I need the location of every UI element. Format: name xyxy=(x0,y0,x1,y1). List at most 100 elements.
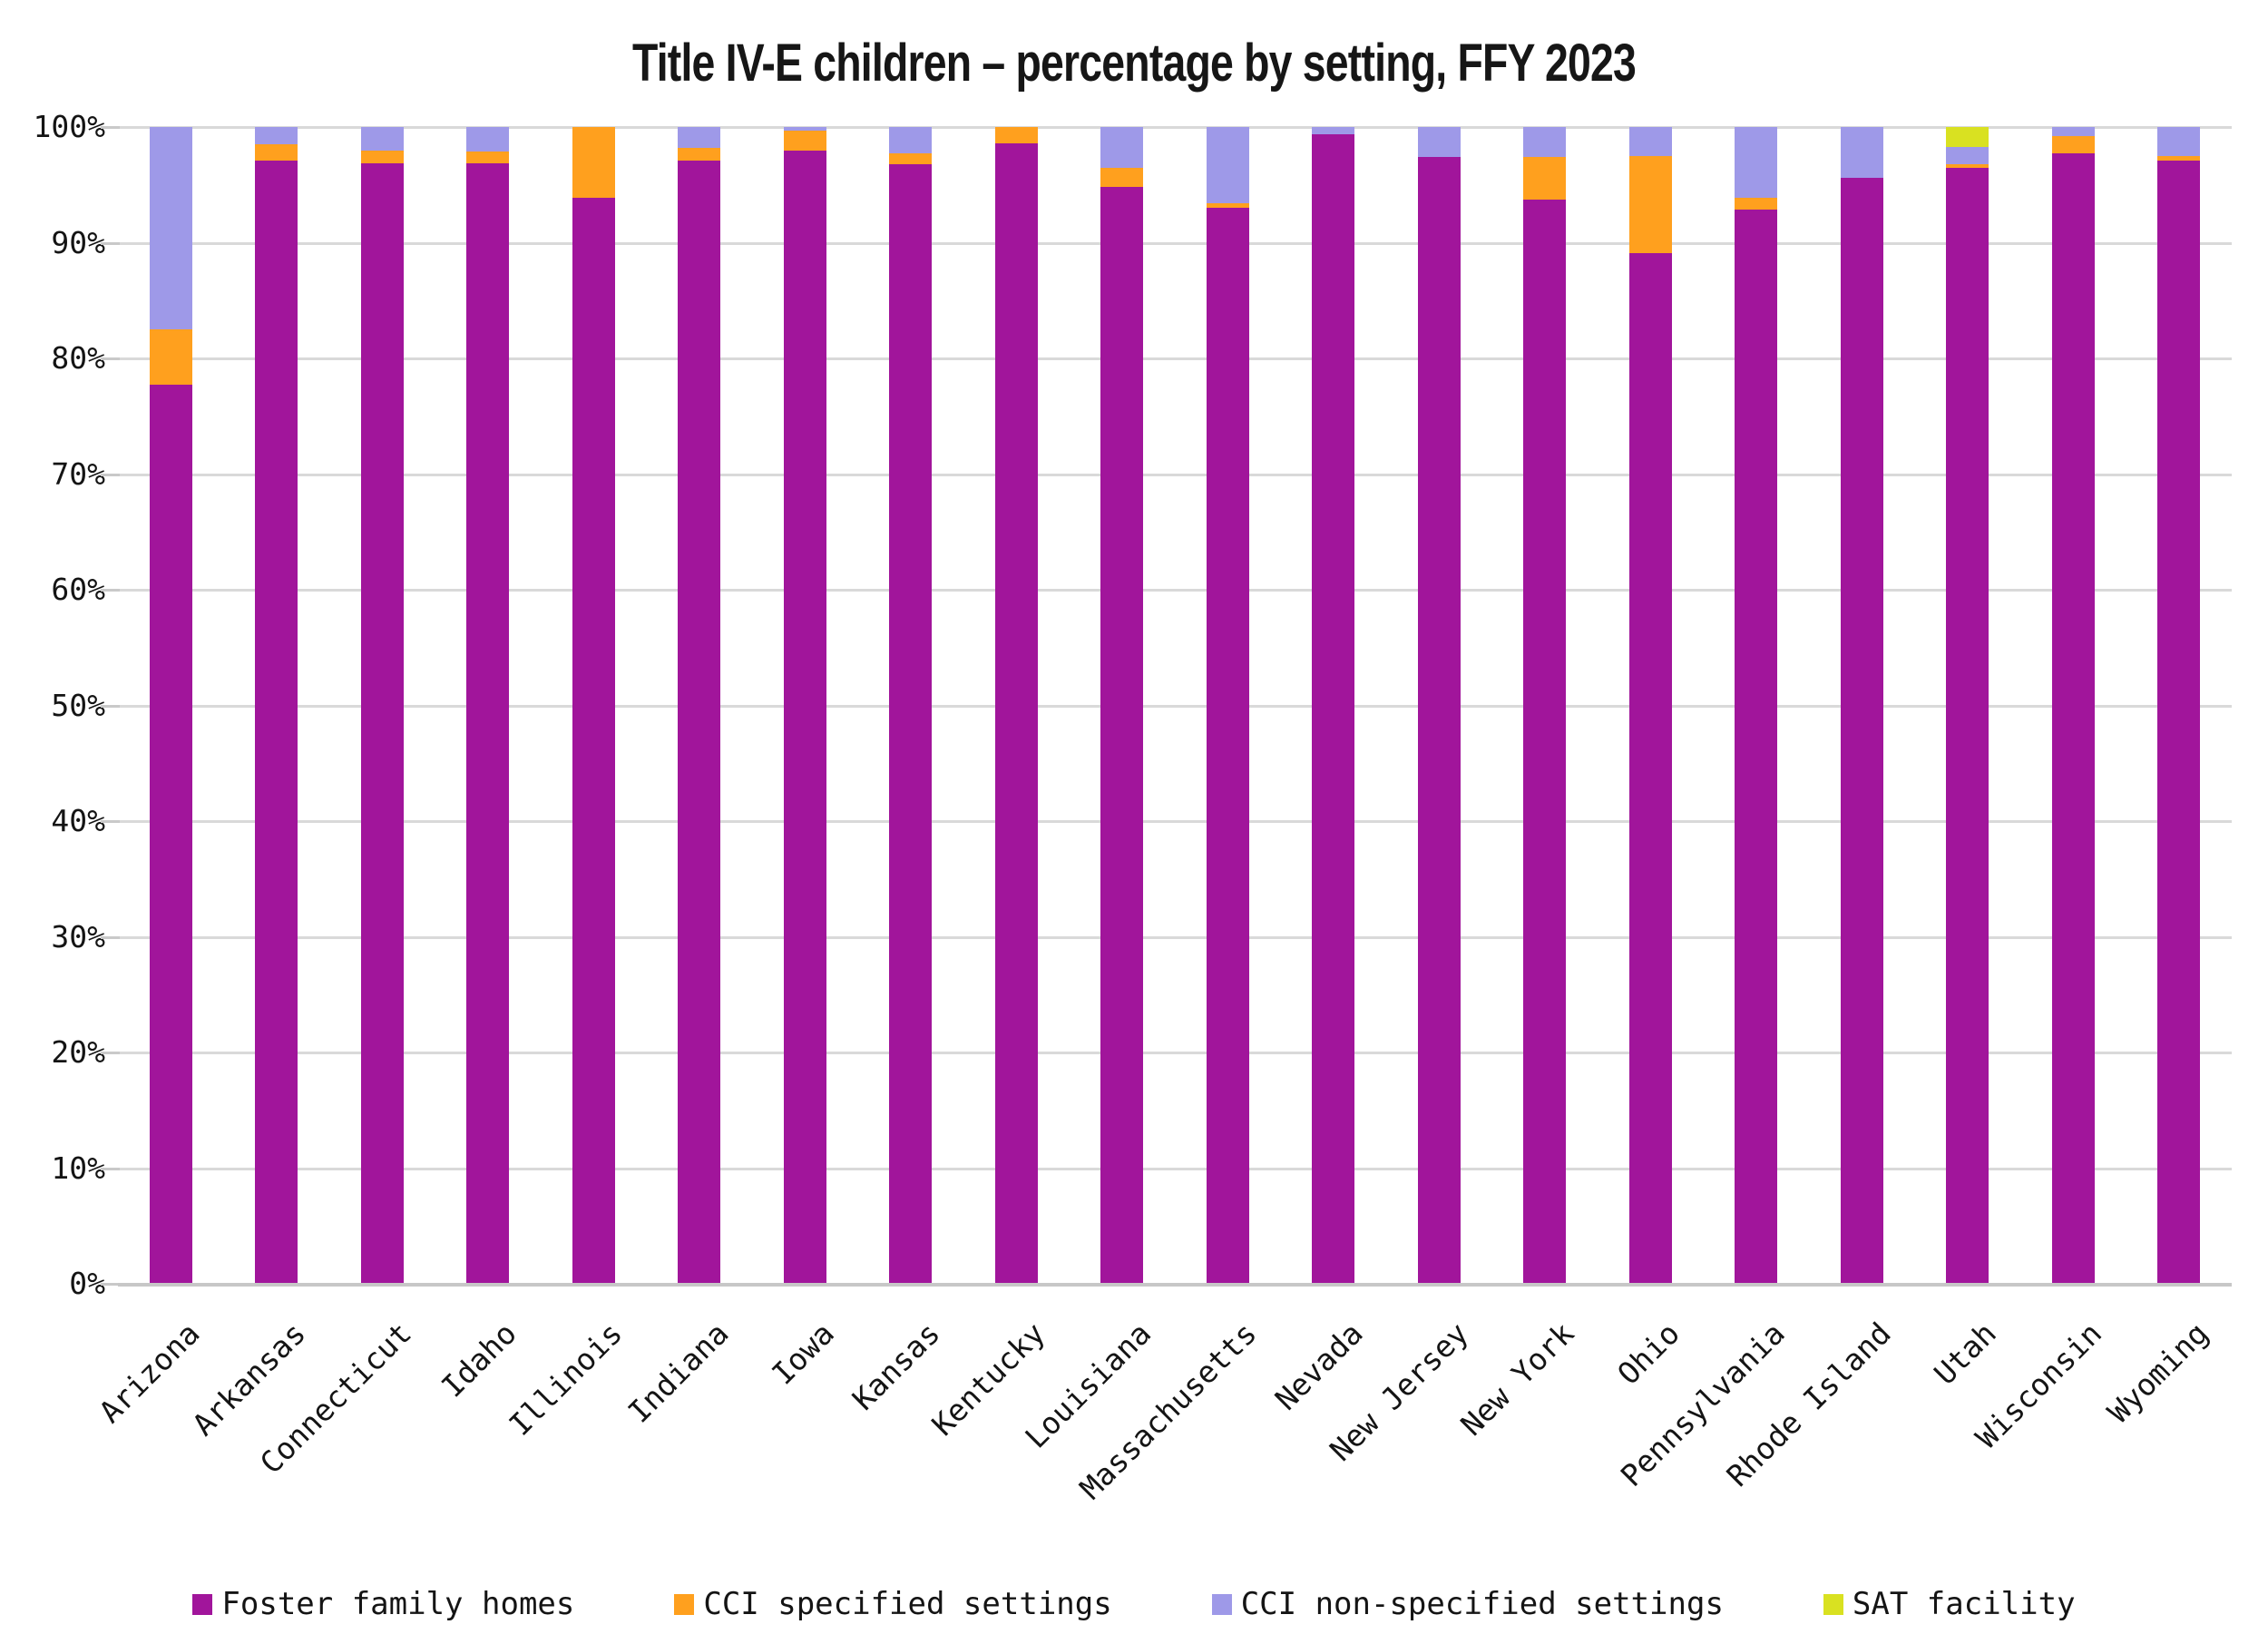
bar-new-york xyxy=(1523,127,1566,1284)
bar-segment-cci-specified-settings xyxy=(889,153,932,164)
bar-louisiana xyxy=(1100,127,1143,1284)
bar-iowa xyxy=(784,127,826,1284)
bar-illinois xyxy=(572,127,615,1284)
y-axis-tick xyxy=(101,820,120,823)
legend-label: SAT facility xyxy=(1852,1586,2076,1622)
bar-segment-foster-family-homes xyxy=(150,385,192,1284)
bar-segment-foster-family-homes xyxy=(1207,208,1249,1284)
bar-nevada xyxy=(1312,127,1354,1284)
y-axis-label: 80% xyxy=(51,340,105,376)
legend-label: CCI specified settings xyxy=(703,1586,1112,1622)
legend-item-cci-non-specified-settings: CCI non-specified settings xyxy=(1211,1586,1724,1622)
y-axis-tick xyxy=(101,936,120,939)
bar-indiana xyxy=(678,127,720,1284)
gridline-40% xyxy=(118,820,2232,823)
bar-segment-cci-non-specified-settings xyxy=(1207,127,1249,203)
bar-segment-cci-specified-settings xyxy=(1207,203,1249,208)
x-axis-label: Ohio xyxy=(1609,1315,1686,1392)
bar-segment-cci-specified-settings xyxy=(1100,168,1143,187)
bar-kansas xyxy=(889,127,932,1284)
gridline-50% xyxy=(118,705,2232,708)
bar-segment-foster-family-homes xyxy=(1100,187,1143,1284)
y-axis-label: 40% xyxy=(51,803,105,838)
legend: Foster family homes CCI specified setting… xyxy=(0,1586,2268,1622)
bar-segment-foster-family-homes xyxy=(1523,200,1566,1284)
gridline-20% xyxy=(118,1052,2232,1054)
legend-label: Foster family homes xyxy=(221,1586,575,1622)
y-axis-tick xyxy=(101,589,120,592)
bar-segment-foster-family-homes xyxy=(1418,157,1461,1284)
bar-segment-cci-specified-settings xyxy=(784,131,826,151)
y-axis-label: 20% xyxy=(51,1034,105,1070)
bar-segment-cci-non-specified-settings xyxy=(1841,127,1883,178)
bar-segment-foster-family-homes xyxy=(995,143,1038,1284)
bar-segment-cci-non-specified-settings xyxy=(678,127,720,148)
legend-swatch-foster-family-homes xyxy=(192,1593,213,1615)
bar-segment-foster-family-homes xyxy=(2157,161,2200,1284)
y-axis-tick xyxy=(101,1052,120,1054)
y-axis-label: 0% xyxy=(69,1266,105,1301)
gridline-90% xyxy=(118,242,2232,245)
y-axis-tick xyxy=(101,357,120,360)
legend-item-cci-specified-settings: CCI specified settings xyxy=(674,1586,1112,1622)
bar-segment-foster-family-homes xyxy=(361,163,404,1284)
y-axis-tick xyxy=(101,474,120,476)
gridline-10% xyxy=(118,1168,2232,1170)
legend-label: CCI non-specified settings xyxy=(1240,1586,1724,1622)
bar-segment-foster-family-homes xyxy=(1629,253,1672,1284)
x-axis-label: Wyoming xyxy=(2100,1315,2215,1430)
y-axis-label: 10% xyxy=(51,1150,105,1186)
bar-segment-foster-family-homes xyxy=(572,198,615,1284)
legend-swatch-cci-specified-settings xyxy=(674,1593,695,1615)
bar-segment-foster-family-homes xyxy=(1735,210,1777,1284)
y-axis-tick xyxy=(101,1168,120,1170)
y-axis-tick xyxy=(101,242,120,245)
y-axis-label: 70% xyxy=(51,456,105,492)
bar-segment-foster-family-homes xyxy=(1946,168,1989,1284)
legend-swatch-sat-facility xyxy=(1823,1593,1843,1615)
bar-segment-cci-non-specified-settings xyxy=(1735,127,1777,198)
bar-segment-cci-non-specified-settings xyxy=(466,127,509,152)
bar-segment-foster-family-homes xyxy=(1841,178,1883,1284)
bar-idaho xyxy=(466,127,509,1284)
y-axis-label: 90% xyxy=(51,225,105,260)
gridline-80% xyxy=(118,357,2232,360)
bar-segment-foster-family-homes xyxy=(466,163,509,1284)
x-axis-label: Illinois xyxy=(502,1315,630,1443)
bar-wyoming xyxy=(2157,127,2200,1284)
bar-segment-cci-specified-settings xyxy=(255,144,298,161)
bar-segment-cci-non-specified-settings xyxy=(150,127,192,329)
bar-rhode-island xyxy=(1841,127,1883,1284)
bar-segment-cci-specified-settings xyxy=(361,151,404,163)
bar-pennsylvania xyxy=(1735,127,1777,1284)
bar-utah xyxy=(1946,127,1989,1284)
bar-segment-cci-specified-settings xyxy=(2052,136,2095,153)
x-axis-label: Utah xyxy=(1927,1315,2004,1392)
bar-segment-cci-non-specified-settings xyxy=(1418,127,1461,157)
x-axis-label: Idaho xyxy=(435,1315,524,1404)
gridline-60% xyxy=(118,589,2232,592)
bar-segment-cci-specified-settings xyxy=(1735,198,1777,210)
bar-segment-cci-specified-settings xyxy=(466,152,509,163)
bar-segment-sat-facility xyxy=(1946,127,1989,147)
bar-segment-cci-non-specified-settings xyxy=(1100,127,1143,168)
bar-segment-cci-specified-settings xyxy=(1629,156,1672,253)
bar-segment-cci-non-specified-settings xyxy=(255,127,298,144)
bar-segment-cci-non-specified-settings xyxy=(784,127,826,131)
gridline-100% xyxy=(118,126,2232,129)
y-axis-label: 60% xyxy=(51,572,105,607)
bar-segment-foster-family-homes xyxy=(889,164,932,1284)
gridline-30% xyxy=(118,936,2232,939)
legend-item-sat-facility: SAT facility xyxy=(1823,1586,2076,1622)
bar-new-jersey xyxy=(1418,127,1461,1284)
y-axis-label: 30% xyxy=(51,919,105,954)
y-axis-tick xyxy=(101,1283,120,1286)
bar-kentucky xyxy=(995,127,1038,1284)
x-axis-label: Iowa xyxy=(764,1315,841,1392)
gridline-70% xyxy=(118,474,2232,476)
bar-segment-cci-specified-settings xyxy=(150,329,192,385)
bar-segment-foster-family-homes xyxy=(255,161,298,1284)
bar-segment-cci-non-specified-settings xyxy=(361,127,404,151)
bar-ohio xyxy=(1629,127,1672,1284)
